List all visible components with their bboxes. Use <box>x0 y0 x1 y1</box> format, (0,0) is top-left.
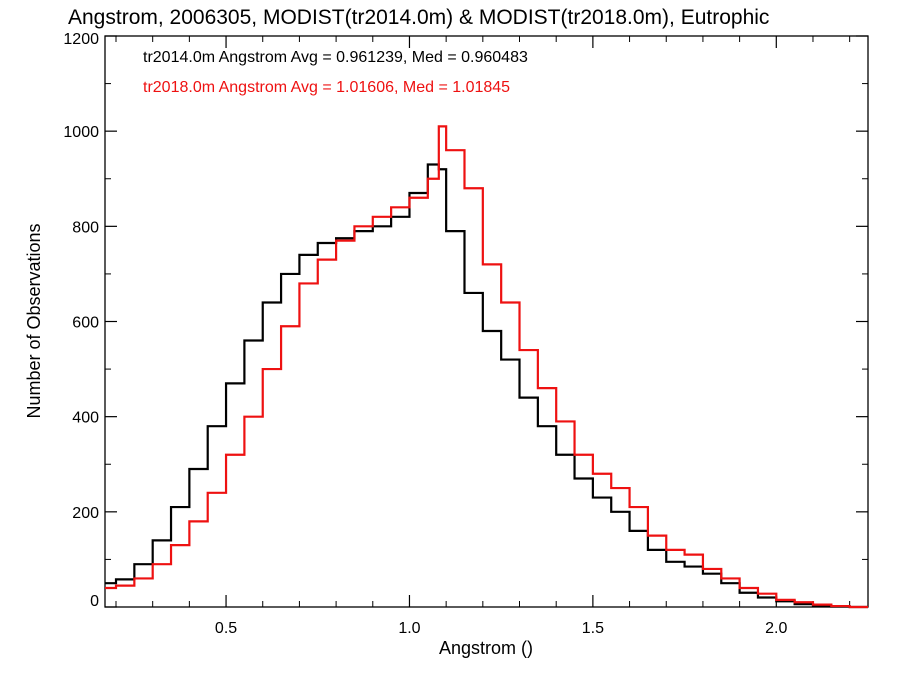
x-axis-label: Angstrom () <box>439 638 533 658</box>
y-axis-label: Number of Observations <box>24 223 44 418</box>
legend-entry-tr2018: tr2018.0m Angstrom Avg = 1.01606, Med = … <box>143 79 510 96</box>
x-tick-label-2: 1.5 <box>582 620 604 637</box>
y-tick-label-6: 1200 <box>63 31 99 48</box>
series-1 <box>105 125 869 609</box>
y-tick-label-2: 400 <box>72 410 99 427</box>
y-tick-label-5: 1000 <box>63 124 99 141</box>
y-tick-label-4: 800 <box>72 219 99 236</box>
y-tick-label-3: 600 <box>72 315 99 332</box>
y-tick-label-1: 200 <box>72 505 99 522</box>
x-tick-label-3: 2.0 <box>765 620 787 637</box>
x-tick-label-0: 0.5 <box>215 620 237 637</box>
x-tick-label-1: 1.0 <box>398 620 420 637</box>
axis-ticks: 0.5 1.0 1.5 2.0 0 200 400 600 800 1000 1200 <box>63 31 868 637</box>
series-1-line <box>105 125 868 609</box>
chart-title: Angstrom, 2006305, MODIST(tr2014.0m) & M… <box>68 6 769 29</box>
series-0 <box>105 163 869 609</box>
series-layer <box>105 125 869 609</box>
y-tick-label-0: 0 <box>90 593 99 610</box>
plot-frame <box>104 35 869 608</box>
legend-entry-tr2014: tr2014.0m Angstrom Avg = 0.961239, Med =… <box>143 49 528 66</box>
series-0-line <box>105 163 868 609</box>
